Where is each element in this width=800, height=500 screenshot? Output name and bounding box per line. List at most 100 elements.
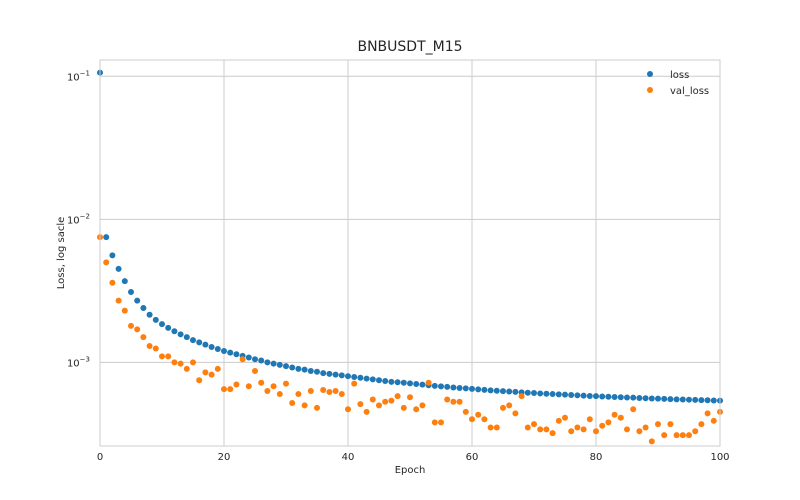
data-point-val-loss xyxy=(710,417,717,424)
data-point-loss xyxy=(624,394,630,401)
data-point-loss xyxy=(376,377,382,384)
data-point-loss xyxy=(369,376,376,383)
data-point-loss xyxy=(394,379,401,386)
data-point-val-loss xyxy=(469,416,475,423)
data-point-loss xyxy=(227,349,234,356)
data-point-val-loss xyxy=(227,386,234,393)
data-point-val-loss xyxy=(121,307,128,314)
data-point-loss xyxy=(605,393,612,400)
data-point-val-loss xyxy=(425,379,432,386)
data-point-loss xyxy=(586,392,593,399)
data-point-val-loss xyxy=(177,360,184,367)
data-point-val-loss xyxy=(376,402,382,409)
data-point-loss xyxy=(487,387,494,394)
data-point-loss xyxy=(264,359,271,366)
data-point-val-loss xyxy=(431,419,438,426)
data-point-loss xyxy=(679,396,686,403)
data-point-loss xyxy=(140,304,147,311)
y-tick-labels: 10−1 10−2 10−3 xyxy=(67,69,90,369)
data-point-val-loss xyxy=(208,371,215,378)
data-point-val-loss xyxy=(295,391,302,398)
data-point-val-loss xyxy=(152,345,159,352)
data-point-val-loss xyxy=(407,394,413,401)
data-point-loss xyxy=(152,316,159,323)
data-point-loss xyxy=(456,384,463,391)
data-point-loss xyxy=(270,360,277,367)
data-point-loss xyxy=(252,356,258,363)
data-point-loss xyxy=(407,380,413,387)
data-point-loss xyxy=(208,343,215,350)
data-point-val-loss xyxy=(580,426,587,433)
data-point-loss xyxy=(295,365,302,372)
legend-label-val-loss: val_loss xyxy=(670,86,709,97)
data-point-val-loss xyxy=(171,359,178,366)
data-point-val-loss xyxy=(103,259,110,266)
data-point-loss xyxy=(307,367,314,374)
data-point-loss xyxy=(655,395,661,402)
x-tick-label: 100 xyxy=(710,452,729,463)
data-point-loss xyxy=(673,396,680,403)
data-point-loss xyxy=(190,337,196,344)
data-point-loss xyxy=(500,388,506,395)
data-point-val-loss xyxy=(146,343,153,350)
data-point-val-loss xyxy=(512,410,519,417)
data-point-val-loss xyxy=(487,424,494,431)
data-point-val-loss xyxy=(667,421,674,428)
data-point-loss xyxy=(146,311,153,318)
data-point-loss xyxy=(431,382,438,389)
data-point-val-loss xyxy=(351,380,358,387)
data-point-val-loss xyxy=(462,408,469,415)
data-point-loss xyxy=(543,390,550,397)
data-point-val-loss xyxy=(568,428,575,435)
data-point-val-loss xyxy=(444,396,451,403)
data-point-val-loss xyxy=(500,404,506,411)
data-point-loss xyxy=(115,265,122,272)
data-point-val-loss xyxy=(524,424,531,431)
data-point-val-loss xyxy=(326,389,333,396)
data-point-val-loss xyxy=(493,424,500,431)
data-point-val-loss xyxy=(413,406,420,413)
data-point-val-loss xyxy=(289,399,296,406)
data-point-loss xyxy=(462,385,469,392)
data-point-val-loss xyxy=(624,426,630,433)
data-point-val-loss xyxy=(518,393,525,400)
data-point-loss xyxy=(710,397,717,404)
data-point-val-loss xyxy=(543,426,550,433)
data-point-val-loss xyxy=(438,419,444,426)
data-point-val-loss xyxy=(630,406,637,413)
data-point-loss xyxy=(326,370,333,377)
data-point-val-loss xyxy=(134,326,141,333)
data-point-loss xyxy=(121,278,128,285)
data-point-loss xyxy=(444,383,451,390)
series-val-loss xyxy=(97,234,723,445)
data-point-loss xyxy=(562,391,568,398)
data-point-val-loss xyxy=(679,432,686,439)
legend-marker-val-loss xyxy=(647,87,653,93)
data-point-loss xyxy=(580,392,587,399)
data-point-val-loss xyxy=(276,391,283,398)
data-point-loss xyxy=(419,381,426,388)
data-point-loss xyxy=(450,384,457,391)
data-point-loss xyxy=(413,381,420,388)
data-point-val-loss xyxy=(673,432,680,439)
data-point-loss xyxy=(475,386,482,393)
data-point-val-loss xyxy=(636,428,643,435)
data-point-val-loss xyxy=(555,417,562,424)
data-point-val-loss xyxy=(345,406,351,413)
data-point-val-loss xyxy=(369,396,376,403)
data-point-val-loss xyxy=(450,398,457,405)
data-point-val-loss xyxy=(314,404,320,411)
data-point-loss xyxy=(382,378,389,385)
data-point-loss xyxy=(357,374,364,381)
data-point-val-loss xyxy=(456,398,463,405)
data-point-val-loss xyxy=(320,387,327,394)
data-point-val-loss xyxy=(165,353,172,360)
data-point-val-loss xyxy=(363,408,370,415)
legend-marker-loss xyxy=(647,71,653,77)
legend: loss val_loss xyxy=(647,70,709,97)
data-point-loss xyxy=(276,361,283,368)
data-point-val-loss xyxy=(196,377,203,384)
data-point-loss xyxy=(648,395,655,402)
x-tick-labels: 0 20 40 60 80 100 xyxy=(97,452,730,463)
